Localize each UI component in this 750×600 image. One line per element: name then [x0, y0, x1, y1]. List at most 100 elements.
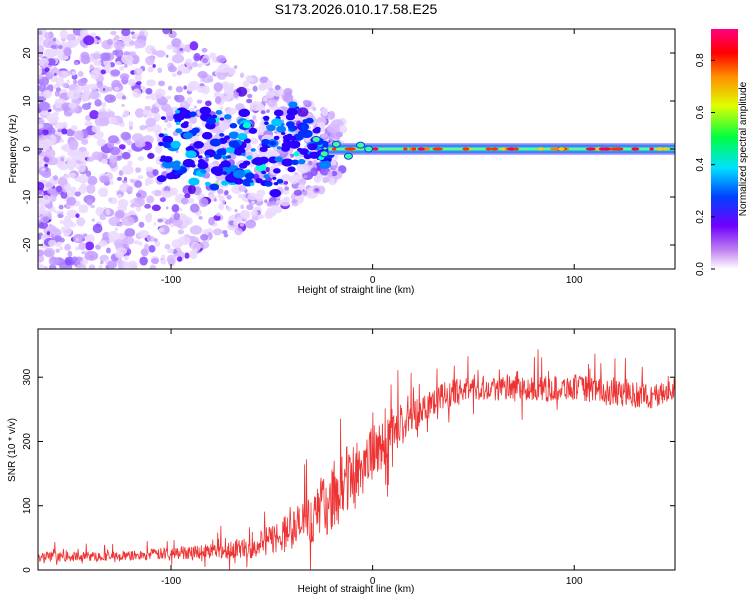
spectrogram-noise-blob	[38, 101, 50, 111]
spectrogram-noise-blob	[313, 175, 322, 184]
spectrogram-signal-blob	[242, 122, 251, 129]
spectrogram-noise-blob	[239, 222, 245, 227]
spectrogram-noise-blob	[99, 213, 107, 221]
spectrogram-noise-blob	[179, 207, 183, 212]
spectrogram-noise-blob	[162, 29, 171, 35]
spectrogram-noise-blob	[62, 218, 74, 228]
spectrogram-signal-blob	[309, 151, 320, 159]
spectrogram-noise-blob	[291, 199, 298, 204]
spectrogram-noise-blob	[246, 204, 254, 211]
spectrogram-noise-blob	[38, 139, 51, 149]
spectrogram-noise-blob	[70, 125, 78, 131]
spectrogram-noise-blob	[43, 247, 56, 258]
spectrogram-signal-blob	[280, 132, 286, 136]
spectrogram-signal-blob	[229, 122, 238, 129]
spectrogram-noise-blob	[38, 74, 44, 80]
spectrogram-noise-blob	[265, 90, 275, 99]
spectrogram-noise-blob	[38, 84, 47, 93]
spectrogram-noise-blob	[99, 52, 111, 62]
spectrogram-noise-blob	[255, 104, 262, 111]
spectrogram-signal-blob	[209, 138, 222, 147]
spectrogram-signal-blob	[213, 153, 222, 160]
spectrogram-signal-blob	[269, 188, 282, 198]
spectrogram-hot-spot	[550, 147, 560, 151]
spectrogram-noise-blob	[96, 138, 106, 147]
spectrogram-noise-blob	[208, 217, 215, 226]
spectrogram-noise-blob	[148, 245, 156, 253]
spectrogram-noise-blob	[118, 144, 126, 150]
spectrogram-noise-blob	[114, 227, 119, 232]
spectrogram-noise-blob	[127, 78, 136, 87]
spectrogram-noise-blob	[165, 95, 172, 100]
spectrogram-noise-blob	[92, 53, 101, 60]
spectrogram-noise-blob	[134, 180, 143, 188]
spectrogram-hot-spot	[417, 147, 425, 151]
spectrogram-noise-blob	[75, 159, 81, 164]
spectrogram-noise-blob	[41, 116, 45, 120]
spectrogram-noise-blob	[53, 111, 59, 117]
spectrogram-noise-blob	[53, 258, 60, 264]
spectrogram-noise-blob	[171, 54, 185, 64]
spectrogram-noise-blob	[57, 178, 68, 186]
snr-ytick-label: 200	[22, 433, 33, 450]
spectrogram-noise-blob	[134, 108, 145, 118]
spectrogram-signal-blob	[273, 168, 281, 174]
spectrogram-noise-blob	[284, 186, 290, 191]
spectrogram-noise-blob	[189, 41, 199, 51]
spectrogram-signal-blob	[190, 163, 196, 168]
spectrogram-noise-blob	[248, 77, 255, 83]
spectrogram-noise-blob	[213, 82, 224, 92]
spectrogram-noise-blob	[199, 241, 210, 249]
spectrogram-noise-blob	[249, 137, 259, 145]
spectrogram-signal-blob	[183, 121, 189, 125]
spectrogram-noise-blob	[152, 64, 156, 68]
spectrogram-noise-blob	[66, 40, 78, 48]
spectrogram-signal-blob	[255, 177, 263, 184]
spectrogram-noise-blob	[213, 214, 221, 221]
spectrogram-noise-blob	[198, 216, 203, 220]
spectrogram-noise-blob	[54, 90, 61, 97]
spectrogram-hot-spot	[513, 147, 519, 151]
spectrogram-noise-blob	[142, 109, 149, 116]
spectrogram-hot-spot	[610, 147, 622, 151]
spectrogram-signal-blob	[193, 140, 204, 149]
snr-xlabel: Height of straight line (km)	[298, 584, 415, 595]
spectrogram-noise-blob	[71, 71, 76, 76]
spectrogram-hot-spot	[537, 147, 545, 151]
spectrogram-signal-blob	[255, 163, 267, 172]
spectrogram-noise-blob	[73, 130, 84, 140]
spectrogram-noise-blob	[149, 264, 157, 269]
spectrogram-noise-blob	[38, 264, 45, 269]
spectrogram-noise-blob	[41, 194, 51, 205]
spectrogram-noise-blob	[197, 71, 208, 79]
snr-xtick-label: 0	[370, 576, 376, 587]
spectrogram-noise-blob	[158, 80, 166, 87]
spectrogram-signal-blob	[170, 140, 181, 149]
spectrogram-noise-blob	[88, 83, 98, 91]
spectrogram-noise-blob	[193, 105, 198, 109]
spectrogram-noise-blob	[116, 247, 128, 256]
spectrogram-noise-blob	[117, 206, 122, 210]
spectrogram-noise-blob	[181, 102, 186, 106]
spectrogram-signal-blob	[285, 113, 296, 121]
spectrogram-noise-blob	[129, 199, 135, 204]
spectrogram-noise-blob	[54, 234, 62, 242]
spectrogram-noise-blob	[145, 55, 155, 66]
spectrogram-signal-blob	[252, 156, 265, 166]
spectrogram-noise-blob	[50, 233, 54, 238]
spectrogram-signal-blob	[228, 140, 240, 148]
spectrogram-noise-blob	[210, 189, 216, 194]
spectrogram-noise-blob	[109, 180, 114, 185]
spectrogram-transition-blob	[343, 152, 353, 160]
spectrogram-noise-blob	[150, 257, 160, 265]
spectrogram-noise-blob	[42, 89, 52, 99]
spectrogram-signal-blob	[156, 175, 167, 183]
spectrogram-noise-blob	[134, 74, 143, 82]
spectrogram-noise-blob	[201, 47, 208, 53]
spectrogram-noise-blob	[118, 223, 124, 227]
spectrogram-noise-blob	[103, 65, 109, 71]
spectrogram-hot-spot	[332, 147, 337, 151]
spectrogram-noise-blob	[134, 240, 140, 245]
spectrogram-noise-blob	[63, 174, 71, 180]
